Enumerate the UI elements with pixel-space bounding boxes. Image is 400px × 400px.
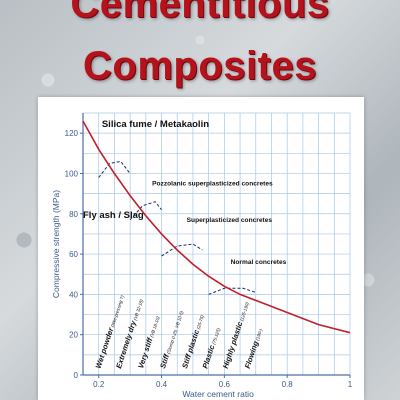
y-tick-label: 100	[65, 169, 79, 178]
consistency-label: Flowing (190-)	[243, 327, 265, 370]
consistency-label-layer: Wet powder (Wet-pressing ?)Extremely dry…	[94, 293, 265, 369]
dashed-arc	[98, 160, 131, 178]
dashed-arc	[208, 287, 256, 295]
consistency-label-sub: (190-)	[254, 328, 263, 343]
consistency-label-sub: (75-125)	[211, 327, 222, 346]
x-tick-label: 0.2	[93, 380, 105, 389]
curve-layer	[82, 120, 351, 334]
x-tick-label: 0.4	[156, 380, 168, 389]
consistency-label-sub: (25-75)	[195, 314, 205, 331]
y-tick-label: 60	[69, 250, 78, 259]
dashed-arc	[129, 201, 162, 221]
dashed-arc-layer	[98, 160, 256, 295]
chart-annotation: Pozzolanic superplasticized concretes	[152, 181, 273, 188]
consistency-label-sub: (VB 18-10)	[149, 315, 161, 339]
consistency-label-sub: (Slump 0-25, VB 10-5)	[165, 310, 184, 356]
chart-card: 0 20 40 60 80 100 120 0.2 0.4 0.6 0.8 1 Water cement…	[38, 97, 364, 400]
consistency-label: Very stiff (VB 18-10)	[136, 314, 162, 369]
x-tick-label: 0.8	[282, 380, 294, 389]
y-tick-label: 80	[69, 210, 78, 219]
x-axis-label: Water cement ratio	[182, 389, 254, 399]
consistency-label: Plastic (75-125)	[200, 326, 222, 370]
consistency-label-sub: (Wet-pressing ?)	[110, 294, 126, 329]
x-tick-label: 1	[348, 380, 353, 389]
strength-ratio-chart: 0 20 40 60 80 100 120 0.2 0.4 0.6 0.8 1 Water cement…	[51, 112, 353, 399]
consistency-label-sub: (VB 32-18)	[132, 298, 144, 322]
axis-layer: 0 20 40 60 80 100 120 0.2 0.4 0.6 0.8 1 Water cement…	[51, 113, 353, 399]
chart-annotation: Silica fume / Metakaolin	[102, 119, 209, 130]
y-tick-label: 20	[69, 331, 78, 340]
consistency-label-sub: (125-190)	[239, 301, 250, 323]
book-title-line-2: Composites	[83, 44, 317, 88]
x-tick-label: 0.6	[219, 380, 231, 389]
annotation-layer: Silica fume / Metakaolin Pozzolanic super…	[83, 119, 287, 266]
dashed-arc	[161, 243, 203, 257]
chart-annotation: Superplasticized concretes	[187, 217, 273, 224]
y-axis-label: Compressive strength (MPa)	[51, 190, 61, 298]
y-tick-label: 120	[65, 129, 79, 138]
book-title-line-1: Cementitious	[70, 0, 330, 26]
chart-annotation: Fly ash / Slag	[83, 210, 144, 221]
strength-curve	[82, 120, 351, 334]
chart-annotation: Normal concretes	[231, 259, 287, 266]
y-tick-label: 40	[69, 290, 78, 299]
y-tick-label: 0	[74, 371, 79, 380]
